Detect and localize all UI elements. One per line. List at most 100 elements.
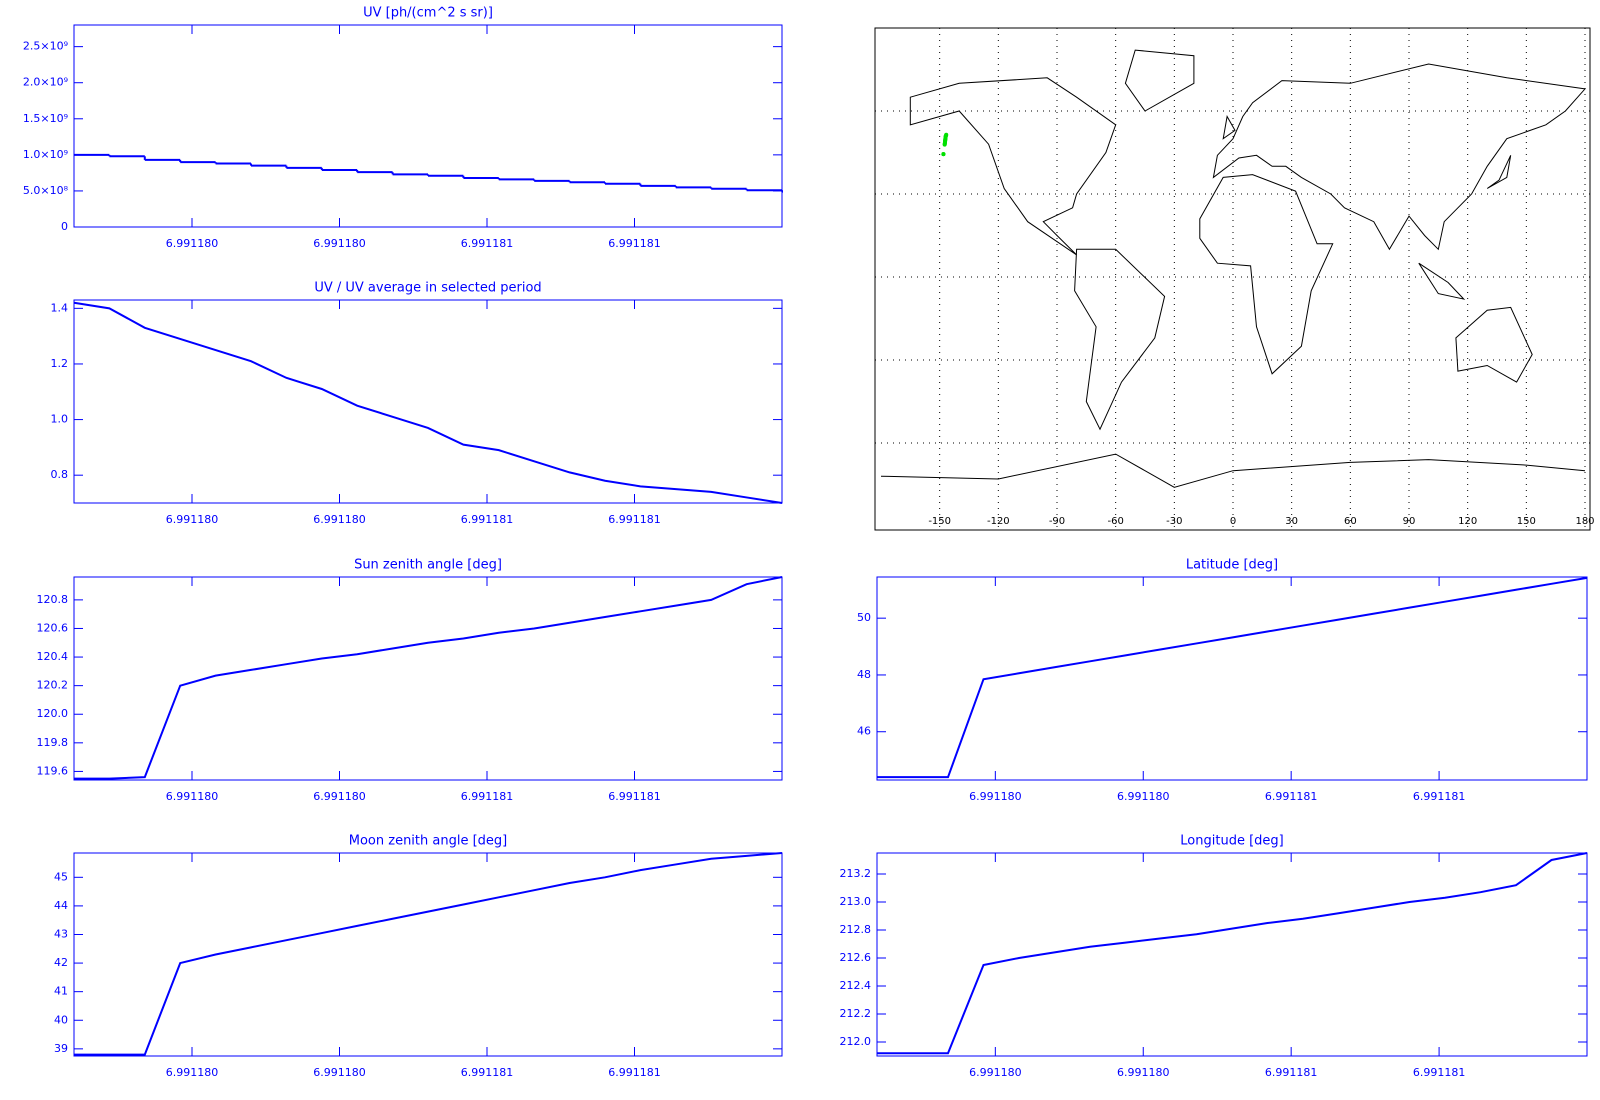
y-tick-label: 46 [857, 725, 871, 738]
x-tick-label: 6.991180 [166, 1066, 219, 1079]
data-line [74, 576, 783, 780]
y-tick-label: 213.2 [840, 867, 872, 880]
y-tick-label: 120.8 [37, 593, 69, 606]
x-tick-label: 6.991180 [313, 790, 366, 803]
y-tick-label: 213.0 [840, 895, 872, 908]
plot-frame [73, 852, 783, 1057]
plot-frame [73, 576, 783, 781]
data-line [877, 576, 1588, 779]
y-tick-label: 1.0 [51, 413, 69, 426]
y-tick-label: 120.0 [37, 707, 69, 720]
x-tick-label: 6.991181 [461, 237, 514, 250]
coastline [1212, 63, 1586, 251]
map-frame [874, 27, 1591, 531]
x-tick-label: 6.991180 [313, 1066, 366, 1079]
x-tick-label: 90 [1403, 516, 1416, 527]
y-tick-label: 2.5×10⁹ [23, 40, 68, 53]
x-tick-label: 6.991180 [1117, 790, 1170, 803]
x-tick-label: 6.991181 [1265, 790, 1318, 803]
x-tick-label: 6.991181 [1265, 1066, 1318, 1079]
chart-title: Moon zenith angle [deg] [349, 834, 507, 849]
coastline [1199, 174, 1334, 375]
y-tick-label: 43 [54, 927, 68, 940]
coastline [880, 453, 1586, 488]
coastline [1455, 306, 1533, 383]
x-tick-label: 0 [1230, 516, 1236, 527]
x-tick-label: -30 [1166, 516, 1182, 527]
x-tick-label: -90 [1049, 516, 1065, 527]
coastline [1486, 155, 1512, 189]
x-tick-label: 60 [1344, 516, 1357, 527]
x-tick-label: 6.991181 [608, 790, 661, 803]
x-tick-label: 150 [1517, 516, 1536, 527]
x-tick-label: 6.991180 [166, 790, 219, 803]
y-tick-label: 120.4 [37, 650, 69, 663]
y-tick-label: 44 [54, 899, 68, 912]
y-tick-label: 212.4 [840, 979, 872, 992]
y-tick-label: 1.0×10⁹ [23, 148, 68, 161]
chart-title: UV [ph/(cm^2 s sr)] [363, 6, 493, 21]
x-tick-label: 180 [1575, 516, 1594, 527]
chart-title: Latitude [deg] [1186, 558, 1278, 573]
y-tick-label: 212.0 [840, 1035, 872, 1048]
x-tick-label: 6.991180 [969, 790, 1022, 803]
chart-title: UV / UV average in selected period [314, 281, 541, 296]
x-tick-label: 6.991180 [313, 237, 366, 250]
plot-frame [876, 852, 1588, 1057]
x-tick-label: -120 [987, 516, 1010, 527]
y-tick-label: 120.6 [37, 621, 69, 634]
y-tick-label: 1.4 [51, 301, 69, 314]
y-tick-label: 5.0×10⁸ [23, 184, 69, 197]
y-tick-label: 119.8 [37, 736, 69, 749]
x-tick-label: 6.991181 [461, 1066, 514, 1079]
y-tick-label: 2.0×10⁹ [23, 76, 68, 89]
y-tick-label: 41 [54, 985, 68, 998]
x-tick-label: -60 [1107, 516, 1123, 527]
y-tick-label: 1.5×10⁹ [23, 112, 68, 125]
x-tick-label: 6.991181 [461, 513, 514, 526]
x-tick-label: 6.991181 [608, 1066, 661, 1079]
x-tick-label: 6.991181 [461, 790, 514, 803]
data-line [73, 301, 783, 504]
x-tick-label: -150 [928, 516, 951, 527]
coastline [1074, 248, 1166, 431]
y-tick-label: 0.8 [51, 468, 69, 481]
y-tick-label: 48 [857, 668, 871, 681]
coastline [1124, 49, 1195, 112]
y-tick-label: 40 [54, 1013, 68, 1026]
chart-title: Longitude [deg] [1180, 834, 1283, 849]
x-tick-label: 6.991181 [608, 513, 661, 526]
x-tick-label: 6.991180 [166, 237, 219, 250]
y-tick-label: 120.2 [37, 679, 69, 692]
x-tick-label: 6.991180 [969, 1066, 1022, 1079]
x-tick-label: 30 [1285, 516, 1298, 527]
data-line [877, 852, 1588, 1055]
track-point [944, 132, 949, 137]
y-tick-label: 212.6 [840, 951, 872, 964]
plot-frame [73, 24, 783, 228]
x-tick-label: 6.991181 [608, 237, 661, 250]
y-tick-label: 119.6 [37, 764, 69, 777]
x-tick-label: 6.991180 [166, 513, 219, 526]
x-tick-label: 6.991181 [1413, 1066, 1466, 1079]
track-point [941, 152, 946, 157]
y-tick-label: 42 [54, 956, 68, 969]
x-tick-label: 6.991181 [1413, 790, 1466, 803]
y-tick-label: 212.8 [840, 923, 872, 936]
x-tick-label: 6.991180 [313, 513, 366, 526]
x-tick-label: 6.991180 [1117, 1066, 1170, 1079]
data-line [74, 852, 783, 1056]
coastline [1418, 262, 1466, 300]
coastline [1222, 115, 1236, 140]
plot-frame [876, 576, 1588, 781]
plot-frame [73, 299, 783, 504]
y-tick-label: 1.2 [51, 357, 69, 370]
y-tick-label: 0 [61, 220, 68, 233]
y-tick-label: 45 [54, 870, 68, 883]
x-tick-label: 120 [1458, 516, 1477, 527]
y-tick-label: 212.2 [840, 1007, 872, 1020]
y-tick-label: 39 [54, 1042, 68, 1055]
chart-title: Sun zenith angle [deg] [354, 558, 502, 573]
